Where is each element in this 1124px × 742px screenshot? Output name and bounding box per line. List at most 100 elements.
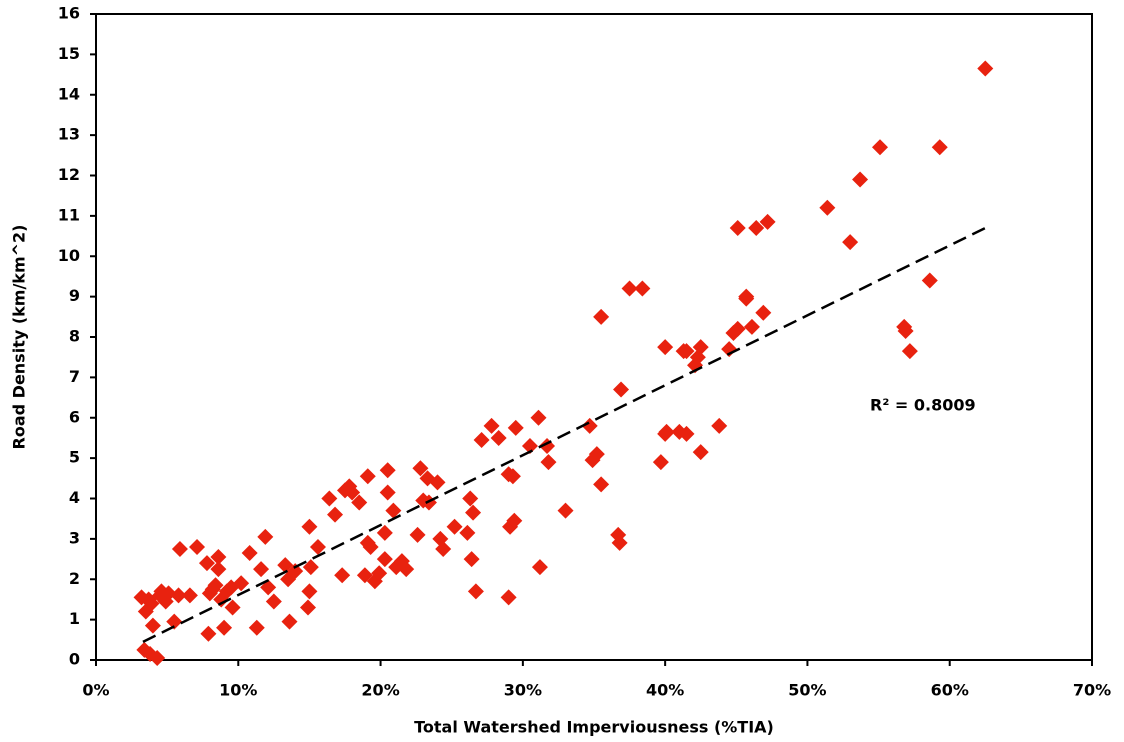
- point: [507, 419, 524, 436]
- point: [248, 619, 265, 636]
- point: [379, 484, 396, 501]
- point: [351, 494, 368, 511]
- point: [302, 559, 319, 576]
- point: [459, 524, 476, 541]
- point: [398, 561, 415, 578]
- point: [504, 468, 521, 485]
- point: [356, 567, 373, 584]
- y-tick-label: 4: [69, 488, 80, 507]
- point: [301, 583, 318, 600]
- point: [198, 555, 215, 572]
- point: [490, 429, 507, 446]
- y-tick-label: 7: [69, 367, 80, 386]
- point: [321, 490, 338, 507]
- point: [287, 563, 304, 580]
- point: [301, 518, 318, 535]
- annotation: R² = 0.8009: [870, 396, 976, 415]
- point: [755, 304, 772, 321]
- point: [216, 619, 233, 636]
- point: [241, 545, 258, 562]
- point: [344, 484, 361, 501]
- x-tick-label: 30%: [504, 681, 542, 700]
- point: [729, 320, 746, 337]
- x-axis-title: Total Watershed Imperviousness (%TIA): [414, 718, 774, 737]
- point: [385, 502, 402, 519]
- y-tick-label: 9: [69, 286, 80, 305]
- y-tick-label: 6: [69, 407, 80, 426]
- point: [748, 219, 765, 236]
- x-tick-label: 60%: [931, 681, 969, 700]
- y-axis-title: Road Density (km/km^2): [10, 225, 29, 450]
- point: [634, 280, 651, 297]
- point: [678, 343, 695, 360]
- y-tick-label: 5: [69, 448, 80, 467]
- y-tick-label: 11: [58, 205, 80, 224]
- point: [207, 577, 224, 594]
- point: [678, 425, 695, 442]
- point: [593, 476, 610, 493]
- point: [502, 518, 519, 535]
- point: [334, 567, 351, 584]
- y-tick-label: 14: [58, 84, 80, 103]
- trend-line: [142, 226, 986, 643]
- y-tick-label: 16: [58, 4, 80, 23]
- point: [500, 589, 517, 606]
- point: [530, 409, 547, 426]
- point: [521, 438, 538, 455]
- point: [429, 474, 446, 491]
- point: [362, 538, 379, 555]
- point: [852, 171, 869, 188]
- point: [281, 613, 298, 630]
- point: [588, 446, 605, 463]
- point: [300, 599, 317, 616]
- x-tick-label: 0%: [82, 681, 109, 700]
- point: [921, 272, 938, 289]
- point: [483, 417, 500, 434]
- point: [657, 339, 674, 356]
- point: [144, 617, 161, 634]
- point: [738, 288, 755, 305]
- point: [506, 512, 523, 529]
- point: [711, 417, 728, 434]
- point: [652, 454, 669, 471]
- point: [210, 561, 227, 578]
- point: [621, 280, 638, 297]
- point: [897, 322, 914, 339]
- point: [871, 139, 888, 156]
- x-tick-label: 70%: [1073, 681, 1111, 700]
- x-tick-label: 40%: [646, 681, 684, 700]
- point: [412, 460, 429, 477]
- point: [359, 468, 376, 485]
- point: [446, 518, 463, 535]
- point: [729, 219, 746, 236]
- y-tick-label: 2: [69, 569, 80, 588]
- point: [277, 557, 294, 574]
- y-tick-label: 1: [69, 609, 80, 628]
- point: [463, 551, 480, 568]
- point: [759, 213, 776, 230]
- point: [692, 444, 709, 461]
- point: [253, 561, 270, 578]
- point: [540, 454, 557, 471]
- point: [465, 504, 482, 521]
- point: [658, 423, 675, 440]
- point: [462, 490, 479, 507]
- point: [467, 583, 484, 600]
- point: [224, 599, 241, 616]
- y-tick-label: 10: [58, 246, 80, 265]
- point: [593, 308, 610, 325]
- point: [166, 613, 183, 630]
- point: [901, 343, 918, 360]
- point: [611, 534, 628, 551]
- point: [181, 587, 198, 604]
- point: [557, 502, 574, 519]
- point: [842, 234, 859, 251]
- point: [379, 462, 396, 479]
- point: [170, 587, 187, 604]
- point: [149, 649, 166, 666]
- point: [171, 540, 188, 557]
- plot-frame: [95, 13, 1093, 661]
- x-tick-label: 10%: [219, 681, 257, 700]
